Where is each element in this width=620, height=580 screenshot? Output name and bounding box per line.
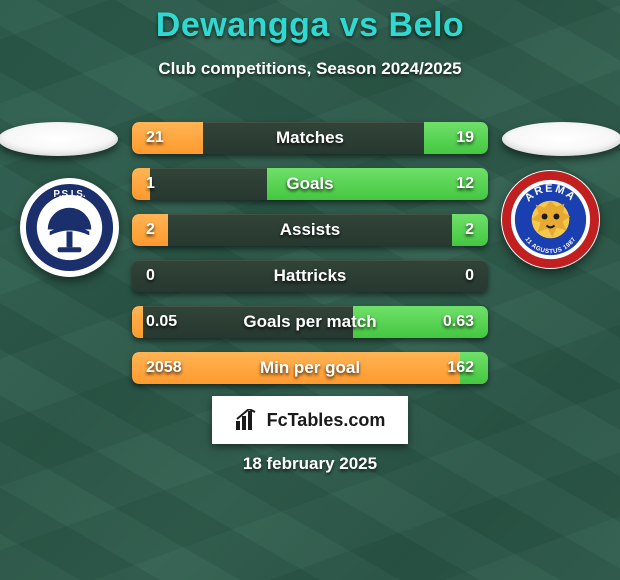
stat-fill-right (267, 168, 488, 200)
stat-row: 112Goals (132, 168, 488, 200)
stat-fill-left (132, 306, 143, 338)
svg-text:P.S.I.S.: P.S.I.S. (53, 189, 85, 200)
stat-fill-right (353, 306, 488, 338)
stat-row: 2058162Min per goal (132, 352, 488, 384)
stat-fill-right (460, 352, 488, 384)
subtitle: Club competitions, Season 2024/2025 (0, 59, 620, 79)
page-title: Dewangga vs Belo (0, 6, 620, 45)
stat-fill-left (132, 168, 150, 200)
stat-fill-left (132, 214, 168, 246)
stat-fill-left (132, 122, 203, 154)
stat-label: Assists (132, 214, 488, 246)
stat-value-left: 0 (132, 260, 169, 292)
stat-label: Hattricks (132, 260, 488, 292)
psis-crest-icon: P.S.I.S. (20, 178, 119, 277)
arema-crest-icon: AREMA 11 AGUSTUS 1987 (501, 170, 600, 269)
branding-box[interactable]: FcTables.com (212, 396, 408, 444)
fctables-logo-icon (235, 409, 261, 431)
player-left-slot (0, 122, 118, 156)
date-text: 18 february 2025 (0, 454, 620, 474)
stat-fill-left (132, 352, 488, 384)
stat-fill-right (424, 122, 488, 154)
infographic-root: Dewangga vs Belo Club competitions, Seas… (0, 0, 620, 580)
branding-text: FcTables.com (267, 410, 386, 431)
stat-fill-right (452, 214, 488, 246)
club-badge-left: P.S.I.S. (20, 178, 119, 277)
stat-row: 0 0Hattricks (132, 260, 488, 292)
stat-value-right: 0 (451, 260, 488, 292)
stat-row: 0.050.63Goals per match (132, 306, 488, 338)
stat-row: 22Assists (132, 214, 488, 246)
stat-row: 2119Matches (132, 122, 488, 154)
club-badge-right: AREMA 11 AGUSTUS 1987 (501, 170, 600, 269)
player-right-slot (502, 122, 620, 156)
stats-container: 2119Matches112Goals22Assists00Hattricks0… (132, 122, 488, 384)
